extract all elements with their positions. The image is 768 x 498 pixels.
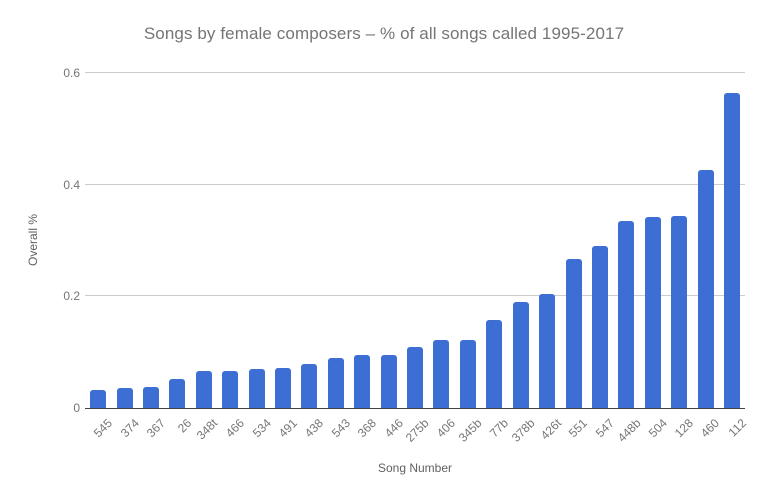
bar-504[interactable] xyxy=(644,217,661,408)
gridline xyxy=(85,72,745,73)
bar-551[interactable] xyxy=(565,258,582,408)
x-tick-label: 128 xyxy=(671,416,696,441)
bar-448b[interactable] xyxy=(618,220,635,408)
bar-446[interactable] xyxy=(380,354,397,408)
bar-460[interactable] xyxy=(697,170,714,408)
chart-title: Songs by female composers – % of all son… xyxy=(143,24,625,43)
x-tick-label: 345b xyxy=(455,416,485,445)
gridline xyxy=(85,183,745,185)
plot-area xyxy=(85,72,745,409)
x-tick-label: 374 xyxy=(117,416,142,441)
bar-slot xyxy=(455,73,481,408)
x-tick-label: 448b xyxy=(614,416,644,445)
bar-slot xyxy=(534,73,560,408)
bar-slot xyxy=(613,73,639,408)
bar-406[interactable] xyxy=(433,339,450,408)
x-axis-line xyxy=(85,408,745,409)
bar-slot xyxy=(191,73,217,408)
bar-77b[interactable] xyxy=(486,320,503,408)
x-tick-label: 491 xyxy=(275,416,300,441)
y-tick-label: 0 xyxy=(73,401,80,415)
bar-491[interactable] xyxy=(275,367,292,408)
bar-275b[interactable] xyxy=(407,346,424,408)
bar-slot xyxy=(243,73,269,408)
bar-slot xyxy=(560,73,586,408)
y-tick-label: 0.2 xyxy=(63,289,80,304)
bar-series xyxy=(85,73,745,408)
bar-547[interactable] xyxy=(591,246,608,408)
bar-slot xyxy=(85,73,111,408)
bar-112[interactable] xyxy=(723,93,740,408)
x-tick-label: 534 xyxy=(249,416,274,441)
x-tick-label: 275b xyxy=(403,416,432,445)
bar-426t[interactable] xyxy=(539,293,556,408)
bar-slot xyxy=(270,73,296,408)
bar-348t[interactable] xyxy=(195,371,212,408)
bar-slot xyxy=(481,73,507,408)
bar-543[interactable] xyxy=(327,357,344,408)
bar-534[interactable] xyxy=(248,368,265,408)
x-tick-label: 545 xyxy=(91,416,116,441)
bar-128[interactable] xyxy=(671,215,688,408)
x-tick-label: 504 xyxy=(645,416,670,441)
bar-345b[interactable] xyxy=(459,339,476,408)
x-axis-title: Song Number xyxy=(377,461,453,475)
x-tick-label: 378b xyxy=(508,416,538,445)
bar-slot xyxy=(587,73,613,408)
bar-slot xyxy=(640,73,666,408)
x-tick-label: 406 xyxy=(434,416,459,441)
bar-slot xyxy=(138,73,164,408)
x-tick-label: 77b xyxy=(487,416,512,441)
x-tick-label: 543 xyxy=(328,416,353,441)
y-axis-title: Overall % xyxy=(26,213,40,267)
x-tick-label: 446 xyxy=(381,416,406,441)
bar-slot xyxy=(164,73,190,408)
bar-438[interactable] xyxy=(301,364,318,408)
bar-367[interactable] xyxy=(143,386,160,408)
bar-466[interactable] xyxy=(222,370,239,408)
bar-slot xyxy=(666,73,692,408)
bar-slot xyxy=(349,73,375,408)
gridline xyxy=(85,295,745,297)
bar-slot xyxy=(296,73,322,408)
bar-slot xyxy=(402,73,428,408)
bar-slot xyxy=(111,73,137,408)
x-tick-label: 438 xyxy=(302,416,327,441)
bar-slot xyxy=(692,73,718,408)
bar-slot xyxy=(217,73,243,408)
bar-545[interactable] xyxy=(90,390,107,408)
x-tick-label: 466 xyxy=(223,416,248,441)
bar-374[interactable] xyxy=(116,387,133,408)
y-tick-label: 0.6 xyxy=(63,66,80,80)
x-tick-label: 26 xyxy=(174,416,195,436)
bar-26[interactable] xyxy=(169,378,186,408)
x-tick-label: 551 xyxy=(566,416,591,441)
x-tick-label: 460 xyxy=(698,416,723,441)
x-tick-label: 547 xyxy=(592,416,617,441)
x-tick-label: 426t xyxy=(537,416,564,443)
bar-378b[interactable] xyxy=(512,301,529,408)
bar-slot xyxy=(719,73,745,408)
x-tick-label: 348t xyxy=(194,416,221,443)
bar-slot xyxy=(508,73,534,408)
x-tick-label: 368 xyxy=(355,416,380,441)
bar-slot xyxy=(323,73,349,408)
bar-368[interactable] xyxy=(354,354,371,408)
bar-slot xyxy=(375,73,401,408)
x-tick-label: 112 xyxy=(725,416,749,440)
x-tick-label: 367 xyxy=(143,416,168,441)
y-tick-label: 0.4 xyxy=(63,177,80,192)
bar-slot xyxy=(428,73,454,408)
